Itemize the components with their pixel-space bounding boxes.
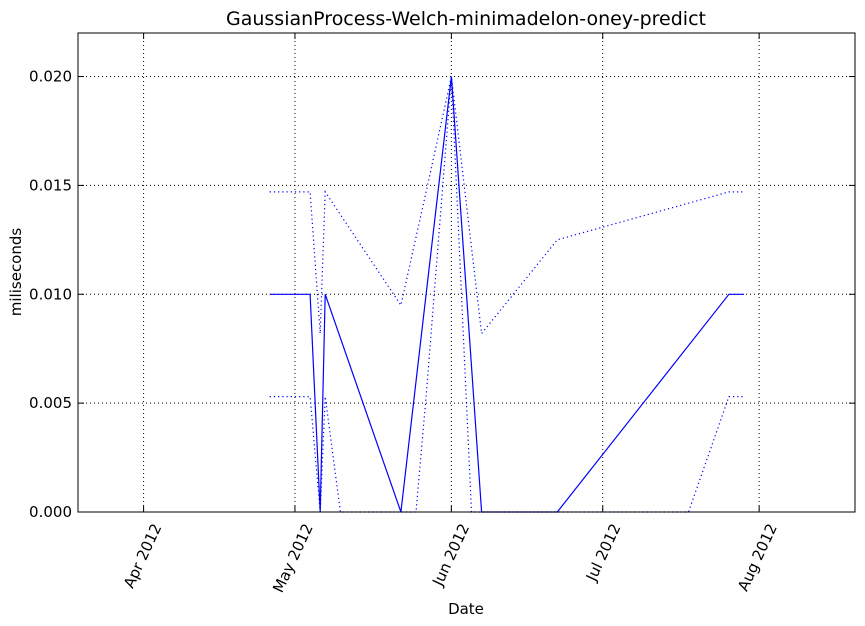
x-tick-label: Jun 2012	[428, 521, 473, 590]
y-tick-label: 0.015	[29, 176, 72, 194]
y-tick-label: 0.000	[29, 503, 72, 521]
y-tick-label: 0.005	[29, 394, 72, 412]
y-tick-label: 0.020	[29, 68, 72, 86]
x-tick-label: Apr 2012	[120, 521, 165, 591]
x-tick-label: May 2012	[269, 521, 317, 596]
y-tick-label: 0.010	[29, 285, 72, 303]
y-axis: 0.000 0.005 0.010 0.015 0.020	[29, 68, 855, 521]
prediction-line	[269, 76, 744, 513]
x-tick-label: Jul 2012	[582, 521, 625, 585]
plot-area	[78, 33, 855, 512]
x-tick-label: Aug 2012	[734, 521, 781, 594]
lower-bound-line	[269, 76, 744, 513]
plot-frame	[77, 32, 856, 513]
chart-title: GaussianProcess-Welch-minimadelon-oney-p…	[226, 8, 706, 30]
y-axis-label: miliseconds	[7, 228, 25, 317]
upper-bound-line	[269, 76, 744, 335]
series-layer	[269, 76, 744, 513]
x-axis-label: Date	[448, 600, 484, 618]
